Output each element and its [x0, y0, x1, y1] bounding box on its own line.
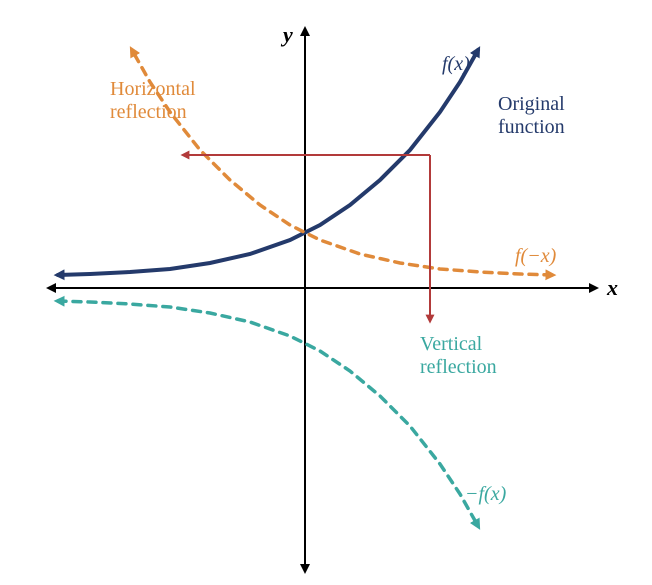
y-axis-label: y — [280, 22, 293, 47]
reflection-diagram: x y f(x) Originalfunction f(−x) Horizontalref… — [0, 0, 652, 585]
vertical-curve-label: −f(x) — [465, 483, 507, 505]
vertical-curve — [58, 301, 478, 526]
vertical-annotation: Verticalreflection — [420, 333, 497, 378]
horizontal-curve-label: f(−x) — [515, 245, 557, 267]
original-curve-label: f(x) — [442, 53, 470, 75]
original-annotation: Originalfunction — [498, 93, 565, 138]
x-axis-label: x — [606, 275, 618, 300]
horizontal-annotation: Horizontalreflection — [110, 78, 196, 123]
